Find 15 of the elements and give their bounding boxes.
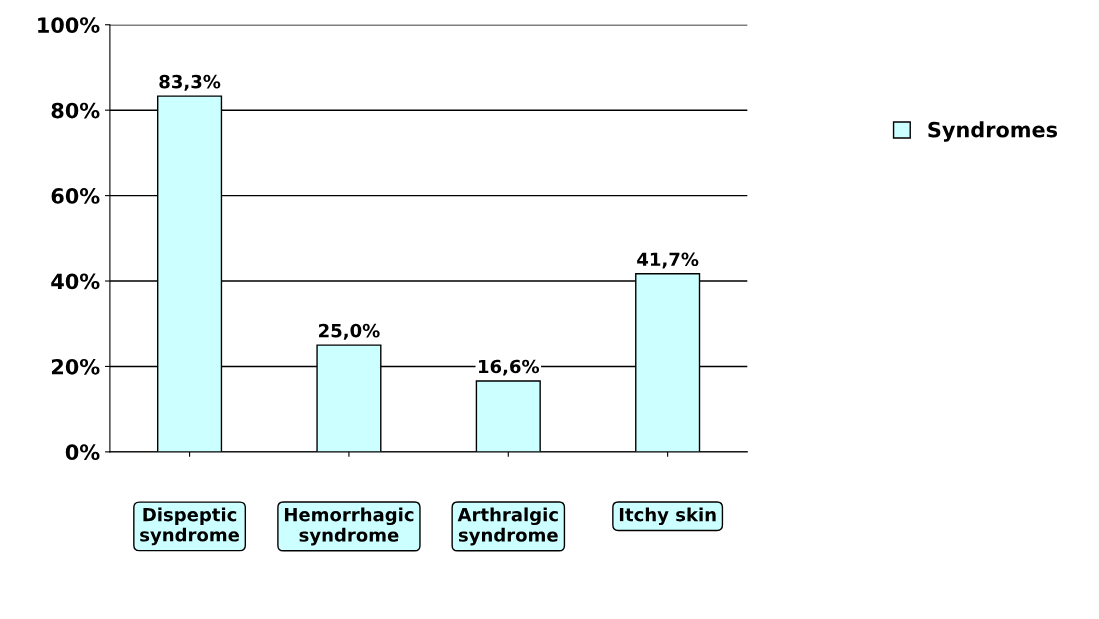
x-tick-label: Arthralgic syndrome	[457, 507, 558, 546]
y-tick-label: 40%	[51, 273, 100, 290]
x-tick-label: Dispeptic syndrome	[140, 507, 240, 546]
data-label: 25,0%	[319, 323, 380, 340]
data-label: 16,6%	[479, 359, 540, 376]
legend-label: Syndromes	[928, 121, 1058, 142]
x-tick-label: Hemorrhagic syndrome	[284, 507, 414, 546]
y-tick-label: 60%	[51, 188, 100, 204]
x-tick-label: Itchy skin	[619, 507, 716, 526]
data-label: 83,3%	[159, 74, 221, 91]
data-label: 41,7%	[637, 252, 699, 269]
y-tick-label: 100%	[38, 17, 100, 33]
y-tick-label: 0%	[65, 444, 100, 461]
y-tick-label: 80%	[51, 102, 100, 119]
y-tick-label: 20%	[51, 358, 100, 375]
